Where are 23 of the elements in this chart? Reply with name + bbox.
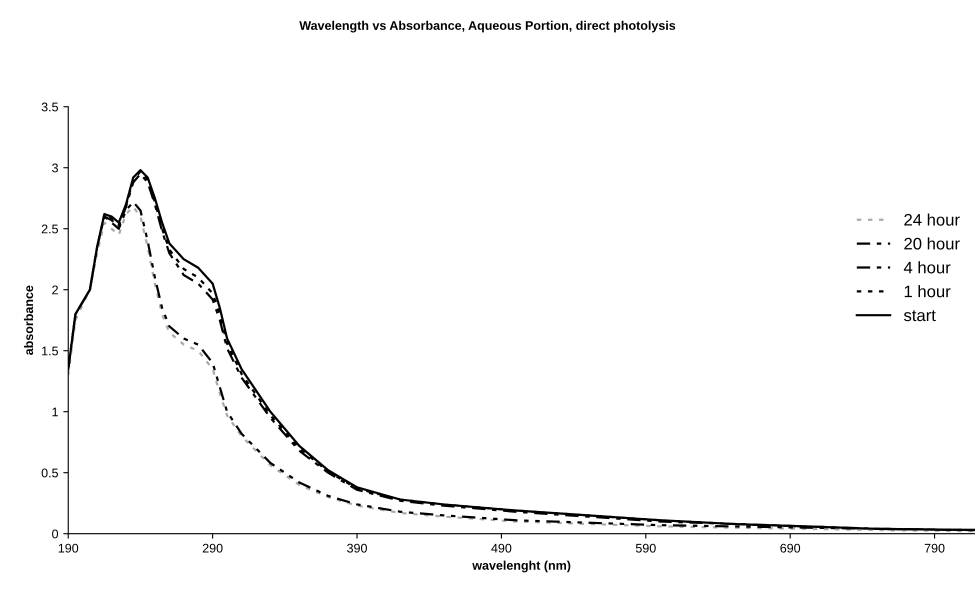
y-tick-label: 2 (52, 286, 58, 294)
y-tick-label: 3 (52, 164, 58, 172)
y-tick-label: 3.5 (42, 102, 58, 112)
y-tick-label: 0.5 (42, 468, 58, 478)
legend-label: 20 hour (904, 237, 960, 250)
x-tick-label: 290 (202, 544, 223, 553)
x-axis-title: wavelenght (nm) (472, 560, 570, 572)
legend-label: 1 hour (904, 285, 950, 298)
legend-label: start (904, 310, 936, 322)
chart-title: Wavelength vs Absorbance, Aqueous Portion, direct photolysis (299, 20, 676, 32)
x-tick-label: 790 (924, 544, 945, 553)
y-tick-label: 1.5 (42, 346, 58, 356)
x-tick-label: 690 (780, 544, 800, 553)
x-tick-label: 490 (491, 544, 512, 553)
x-tick-label: 190 (58, 544, 78, 553)
x-tick-label: 390 (347, 544, 367, 553)
y-axis-title: absorbance (24, 286, 34, 355)
y-tick-label: 2.5 (42, 224, 58, 234)
y-tick-label: 0 (52, 530, 58, 538)
legend-label: 24 hour (904, 213, 960, 226)
x-tick-label: 590 (636, 544, 656, 553)
y-tick-label: 1 (52, 408, 58, 416)
legend-label: 4 hour (904, 261, 950, 274)
